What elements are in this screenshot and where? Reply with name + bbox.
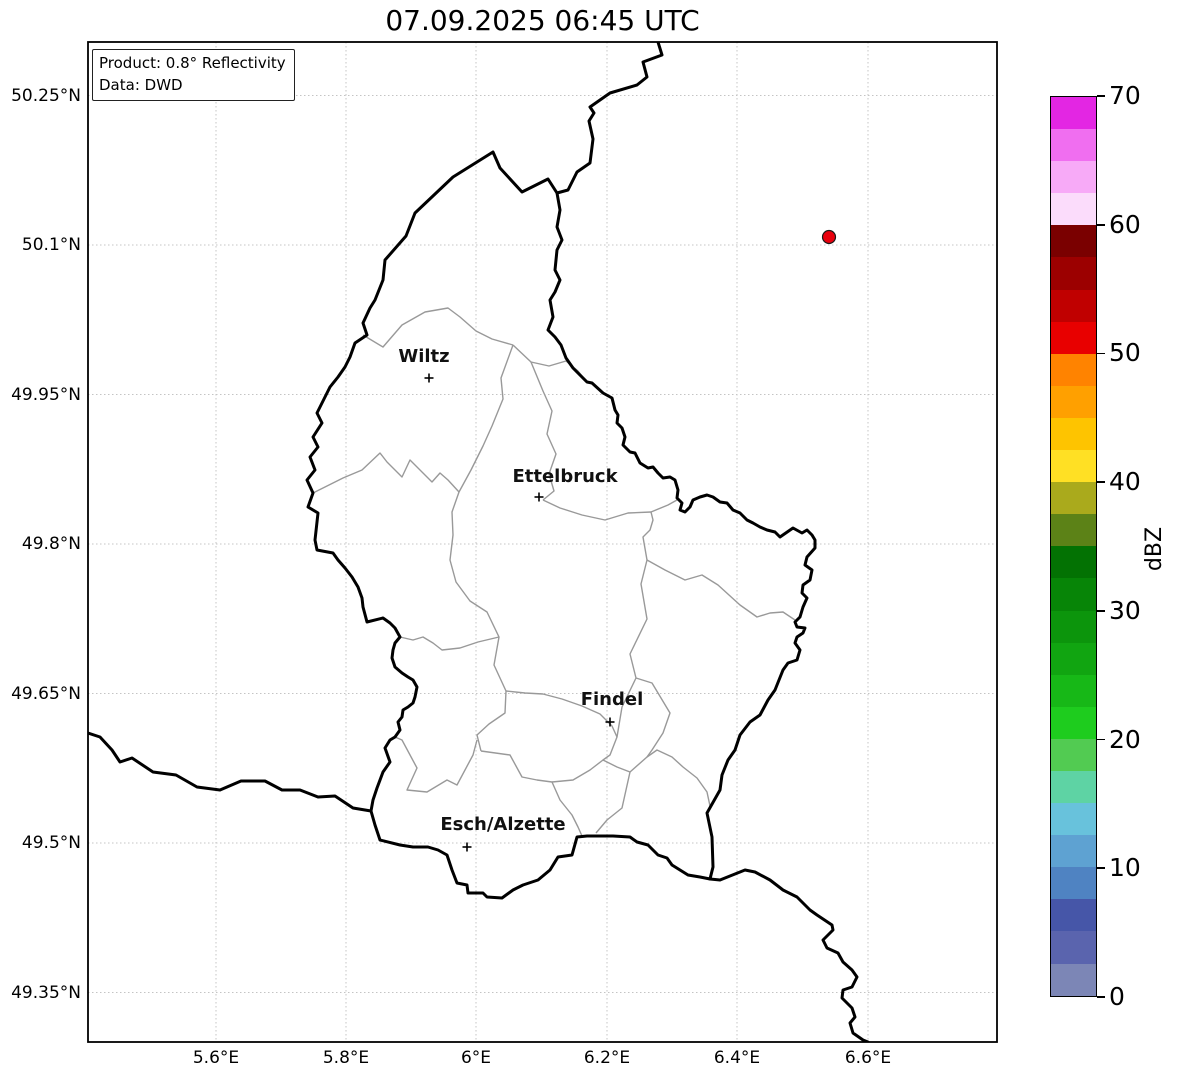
district-border-line [646,559,796,621]
colorbar-tick [1097,738,1105,741]
colorbar-tick-label: 0 [1109,982,1125,1011]
colorbar-tick-label: 10 [1109,853,1141,883]
city-label: Ettelbruck [512,466,618,487]
district-border-line [362,307,514,348]
colorbar-segment-65-67.5dbz [1051,129,1096,162]
colorbar-segment-5-7.5dbz [1051,899,1096,932]
district-border-line [595,771,631,834]
colorbar-segment-62.5-65dbz [1051,161,1096,194]
data-source-line: Data: DWD [99,76,183,94]
colorbar-segment-40-42.5dbz [1051,450,1096,483]
country-border-line [88,731,373,813]
colorbar-segment-30-32.5dbz [1051,578,1096,611]
colorbar-segment-57.5-60dbz [1051,225,1096,258]
city-marker-ettelbruck: Ettelbruck [512,466,619,502]
luxembourg-border [305,150,817,900]
colorbar-segment-22.5-25dbz [1051,674,1096,707]
colorbar-segment-67.5-70dbz [1051,97,1096,130]
colorbar-segment-47.5-50dbz [1051,353,1096,386]
country-border-line [555,42,664,195]
colorbar-tick [1097,996,1105,998]
x-tick-label: 5.6°E [192,1048,240,1068]
colorbar-segment-2.5-5dbz [1051,931,1096,964]
y-tick-label: 49.8°N [21,534,81,554]
colorbar-tick [1097,610,1105,612]
district-border-line [512,344,587,382]
x-tick-label: 6.6°E [844,1048,892,1068]
colorbar-segment-7.5-10dbz [1051,867,1096,900]
district-border-line [394,736,478,793]
district-border-line [635,677,671,758]
product-info-box: Product: 0.8° Reflectivity Data: DWD [92,49,295,101]
colorbar-unit-label: dBZ [1142,526,1167,572]
colorbar-segment-27.5-30dbz [1051,610,1096,643]
district-border-line [530,361,557,501]
colorbar-tick-label: 50 [1109,338,1141,368]
colorbar-tick [1097,95,1105,97]
colorbar-tick-label: 70 [1109,81,1141,110]
city-marker-wiltz: Wiltz [398,346,450,383]
colorbar-segment-42.5-45dbz [1051,417,1096,451]
y-tick-label: 49.95°N [11,384,81,405]
colorbar-segment-12.5-15dbz [1051,803,1096,836]
colorbar-tick [1097,867,1105,870]
city-label: Findel [581,689,644,710]
y-tick-label: 50.25°N [11,85,81,106]
x-tick-label: 6.4°E [713,1048,761,1068]
district-border-line [449,344,514,752]
colorbar-segment-35-37.5dbz [1051,514,1096,547]
colorbar-segment-10-12.5dbz [1051,835,1096,868]
colorbar-segment-17.5-20dbz [1051,738,1096,771]
colorbar-segment-45-47.5dbz [1051,385,1096,418]
x-tick-label: 6°E [460,1048,492,1068]
colorbar-segment-15-17.5dbz [1051,770,1096,804]
colorbar-segment-0-2.5dbz [1051,963,1096,996]
colorbar-tick-label: 20 [1109,724,1141,754]
y-tick-label: 49.5°N [21,833,81,853]
colorbar-segment-20-22.5dbz [1051,706,1096,739]
city-label: Esch/Alzette [440,814,565,835]
x-tick-label: 6.2°E [583,1048,631,1068]
colorbar-segment-37.5-40dbz [1051,482,1096,515]
map-layers: Wiltz Ettelbruck Findel Esch/Alzette [88,42,997,1042]
colorbar-tick [1097,223,1105,226]
colorbar-segment-25-27.5dbz [1051,642,1096,675]
figure-title: 07.09.2025 06:45 UTC [385,4,700,37]
colorbar-segment-55-57.5dbz [1051,257,1096,290]
colorbar-segment-52.5-55dbz [1051,289,1096,322]
product-info-line: Product: 0.8° Reflectivity [99,54,286,72]
city-marker-esch-alzette: Esch/Alzette [440,814,566,852]
colorbar-segment-60-62.5dbz [1051,193,1096,226]
country-border-line [708,868,870,1042]
city-label: Wiltz [398,346,449,367]
colorbar-segment-32.5-35dbz [1051,546,1096,579]
colorbar-segment-50-52.5dbz [1051,321,1096,354]
y-tick-label: 49.35°N [11,982,81,1003]
colorbar-tick-label: 40 [1109,467,1141,497]
x-tick-label: 5.8°E [322,1048,370,1068]
city-marker-findel: Findel [581,689,644,727]
colorbar-tick [1097,481,1105,483]
plot-frame [87,41,998,1043]
district-border-line [542,499,678,521]
colorbar-tick-label: 60 [1109,209,1141,239]
colorbar [1050,96,1097,997]
district-border-line [399,636,500,651]
district-border-line [312,452,460,494]
y-tick-label: 49.65°N [11,683,81,704]
district-border-line [551,749,711,807]
colorbar-tick [1097,352,1105,355]
y-tick-label: 50.1°N [21,235,81,255]
colorbar-tick-label: 30 [1109,595,1141,625]
radar-site-dot [821,229,837,245]
